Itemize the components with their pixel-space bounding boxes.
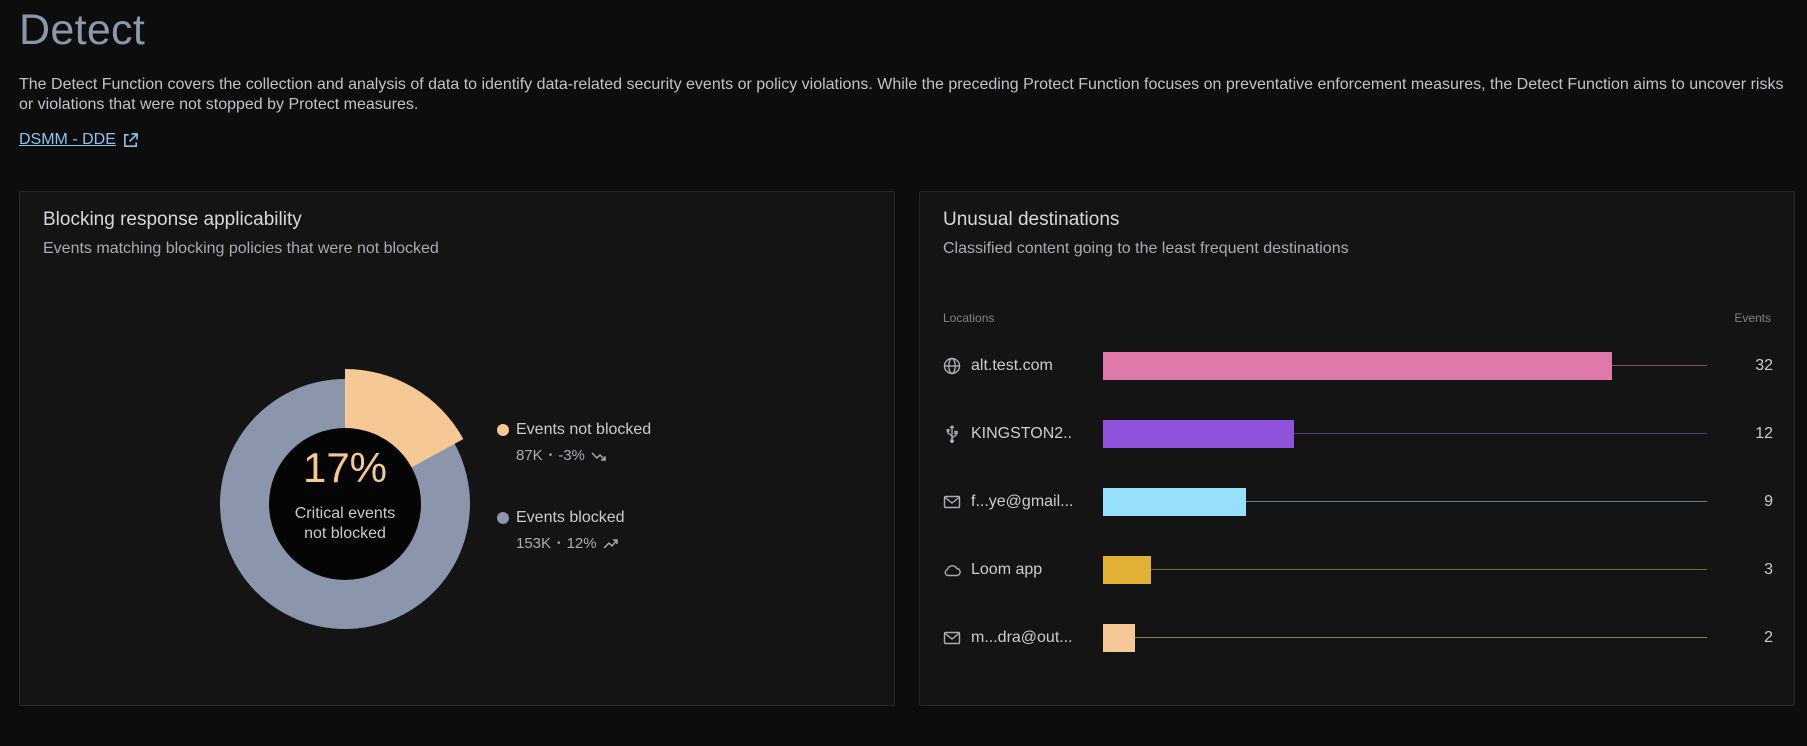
legend-not-blocked[interactable]: Events not blocked 87K • -3% [497,421,651,464]
event-bar[interactable] [1103,556,1151,584]
legend-count: 153K [516,535,552,552]
not-blocked-segment[interactable] [345,369,464,468]
donut-chart: 17% Critical events not blocked [195,354,495,654]
legend-blocked[interactable]: Events blocked 153K • 12% [497,509,625,552]
bar-track [1103,637,1707,638]
event-bar[interactable] [1103,420,1294,448]
card-title: Blocking response applicability [43,209,302,230]
event-count: 3 [1764,561,1773,578]
destination-name: m...dra@out... [971,629,1073,646]
donut-svg [220,369,470,629]
trend-up-icon [603,538,618,548]
legend-count: 87K [516,447,543,464]
external-link-icon [123,132,138,147]
bullet-separator: • [548,450,553,461]
event-bar[interactable] [1103,624,1135,652]
globe-icon [943,357,961,375]
event-bar[interactable] [1103,352,1612,380]
unusual-destinations-card: Unusual destinations Classified content … [919,191,1795,706]
center-percent: 17% [302,444,388,491]
destination-name: Loom app [971,561,1043,578]
destination-row[interactable]: Loom app 3 [943,555,1773,585]
destination-name: f...ye@gmail... [971,493,1073,510]
mail-icon [943,495,961,509]
usb-icon [946,425,958,443]
center-label-line2: not blocked [304,525,386,542]
event-count: 12 [1755,425,1773,442]
card-subtitle: Events matching blocking policies that w… [43,240,439,257]
bar-track [1103,433,1707,434]
destination-row[interactable]: f...ye@gmail... 9 [943,487,1773,517]
dsmm-dde-link[interactable]: DSMM - DDE [19,131,139,149]
event-count: 32 [1755,357,1773,374]
blocking-response-card: Blocking response applicability Events m… [19,191,895,706]
legend-change: 12% [566,535,597,552]
link-label: DSMM - DDE [19,131,116,148]
donut-hole [269,428,421,580]
events-column-header: Events [1734,311,1771,325]
trend-down-icon [591,452,606,461]
mail-icon [943,631,961,645]
center-label: Critical events not blocked [195,504,495,544]
legend-dot [497,424,509,436]
legend-label: Events not blocked [516,421,652,438]
card-title: Unusual destinations [943,209,1120,230]
center-label-line1: Critical events [294,505,396,522]
cloud-icon [944,565,961,577]
bullet-separator: • [557,538,561,549]
legend-change: -3% [558,447,585,464]
page-description: The Detect Function covers the collectio… [19,76,1784,113]
legend-dot [497,512,509,524]
page-title: Detect [19,6,146,54]
legend-label: Events blocked [516,509,625,526]
bar-track [1103,569,1707,570]
destination-name: KINGSTON2... [971,425,1073,442]
event-bar[interactable] [1103,488,1246,516]
bar-track [1103,501,1707,502]
card-subtitle: Classified content going to the least fr… [943,240,1349,257]
locations-column-header: Locations [943,311,995,325]
destination-row[interactable]: alt.test.com 32 [943,351,1773,381]
event-count: 9 [1764,493,1773,510]
destination-name: alt.test.com [971,357,1053,374]
destination-row[interactable]: KINGSTON2... 12 [943,419,1773,449]
event-count: 2 [1764,629,1773,646]
destination-row[interactable]: m...dra@out... 2 [943,623,1773,653]
